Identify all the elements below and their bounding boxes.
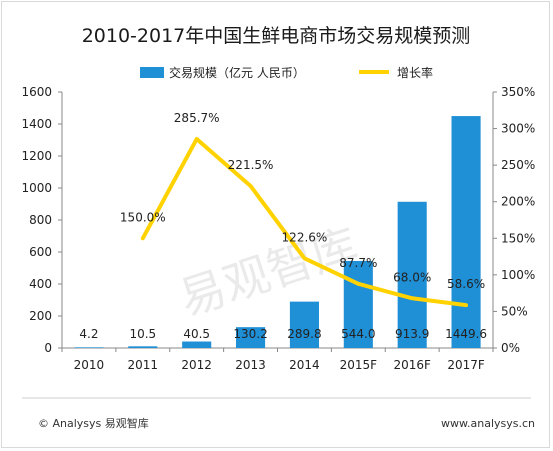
growth-line	[140, 137, 469, 308]
y-right-tick-label: 300%	[501, 122, 535, 136]
y-left-tick-label: 200	[29, 309, 52, 323]
y-left-tick-label: 600	[29, 245, 52, 259]
x-tick-label: 2014	[289, 358, 320, 372]
bar	[128, 346, 158, 348]
y-right-tick-label: 250%	[501, 158, 535, 172]
y-right-tick-label: 200%	[501, 195, 535, 209]
bar-value-label: 130.2	[233, 327, 267, 341]
y-left-tick-label: 400	[29, 277, 52, 291]
legend: 交易规模（亿元 人民币） 增长率	[140, 65, 433, 80]
y-right-tick-label: 50%	[501, 304, 528, 318]
bar-value-label: 289.8	[287, 327, 321, 341]
bar-value-label: 544.0	[341, 327, 375, 341]
bar-value-label: 10.5	[129, 327, 156, 341]
y-left-tick-label: 1600	[21, 85, 52, 99]
y-left-tick-label: 1200	[21, 149, 52, 163]
x-tick-label: 2012	[181, 358, 212, 372]
chart-title: 2010-2017年中国生鲜电商市场交易规模预测	[82, 25, 471, 47]
growth-rate-label: 150.0%	[120, 210, 166, 224]
bar-value-label: 1449.6	[445, 327, 487, 341]
bar-value-label: 913.9	[395, 327, 429, 341]
x-tick-label: 2016F	[393, 358, 431, 372]
bar-value-label: 40.5	[183, 327, 210, 341]
bar	[182, 341, 212, 348]
y-left-tick-label: 800	[29, 213, 52, 227]
plot-area: 0 200 400 600 800 1000 1200 1400 1600 0% 50% 100% 15…	[21, 85, 535, 372]
growth-rate-label: 122.6%	[282, 230, 328, 244]
footer-website: www.analysys.cn	[441, 417, 535, 430]
x-tick-label: 2013	[235, 358, 266, 372]
bar	[74, 347, 104, 348]
y-right-tick-label: 0%	[501, 341, 520, 355]
bar	[343, 260, 373, 348]
y-right-tick-label: 350%	[501, 85, 535, 99]
growth-rate-label: 68.0%	[393, 270, 431, 284]
y-left-tick-label: 0	[44, 341, 52, 355]
growth-rate-label: 285.7%	[174, 111, 220, 125]
bar	[236, 327, 266, 348]
y-right-tick-label: 100%	[501, 268, 535, 282]
x-tick-label: 2015F	[340, 358, 378, 372]
bar	[289, 301, 319, 348]
y-left-tick-label: 1000	[21, 181, 52, 195]
legend-swatch-bar	[140, 67, 164, 78]
legend-label-bar: 交易规模（亿元 人民币）	[169, 65, 305, 80]
bar	[451, 116, 481, 349]
growth-rate-label: 221.5%	[228, 158, 274, 172]
y-left-tick-label: 1400	[21, 117, 52, 131]
growth-rate-label: 87.7%	[339, 256, 377, 270]
x-tick-label: 2011	[128, 358, 159, 372]
legend-label-line: 增长率	[397, 65, 433, 80]
footer-source: © Analysys 易观智库	[38, 416, 149, 430]
growth-rate-label: 58.6%	[447, 277, 485, 291]
x-tick-label: 2010	[74, 358, 105, 372]
y-right-tick-label: 150%	[501, 231, 535, 245]
bar-value-label: 4.2	[79, 327, 98, 341]
x-tick-label: 2017F	[447, 358, 485, 372]
bar	[397, 201, 427, 348]
